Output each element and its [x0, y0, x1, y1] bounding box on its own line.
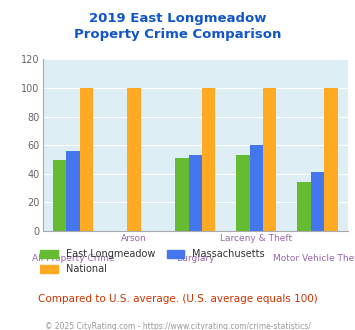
- Text: All Property Crime: All Property Crime: [32, 254, 114, 263]
- Text: 2019 East Longmeadow
Property Crime Comparison: 2019 East Longmeadow Property Crime Comp…: [74, 12, 281, 41]
- Bar: [250, 145, 263, 231]
- Bar: [324, 88, 338, 231]
- Bar: [263, 88, 277, 231]
- Bar: [80, 88, 93, 231]
- Bar: [202, 88, 215, 231]
- Text: Burglary: Burglary: [176, 254, 214, 263]
- Text: Larceny & Theft: Larceny & Theft: [220, 234, 293, 243]
- Text: © 2025 CityRating.com - https://www.cityrating.com/crime-statistics/: © 2025 CityRating.com - https://www.city…: [45, 322, 310, 330]
- Bar: [297, 182, 311, 231]
- Bar: [175, 158, 189, 231]
- Bar: [66, 151, 80, 231]
- Text: Compared to U.S. average. (U.S. average equals 100): Compared to U.S. average. (U.S. average …: [38, 294, 317, 304]
- Bar: [311, 172, 324, 231]
- Legend: East Longmeadow, National, Massachusetts: East Longmeadow, National, Massachusetts: [40, 249, 264, 274]
- Text: Arson: Arson: [121, 234, 147, 243]
- Bar: [236, 155, 250, 231]
- Bar: [189, 155, 202, 231]
- Text: Motor Vehicle Theft: Motor Vehicle Theft: [273, 254, 355, 263]
- Bar: [127, 88, 141, 231]
- Bar: [53, 159, 66, 231]
